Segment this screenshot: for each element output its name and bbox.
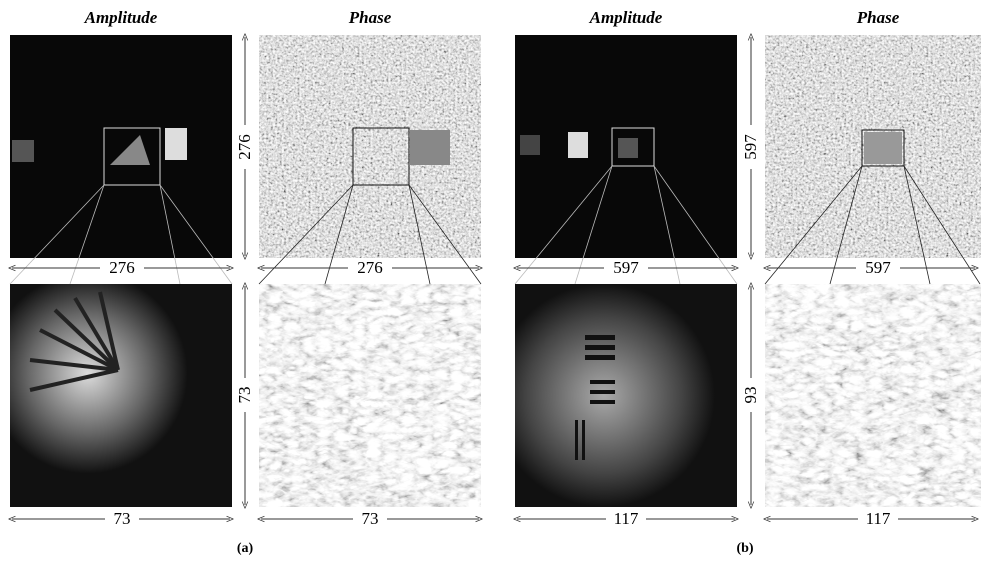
dimension-label: 73 bbox=[362, 509, 379, 528]
spot bbox=[618, 138, 638, 158]
dimension-label: 117 bbox=[614, 509, 639, 528]
dimension-label: 73 bbox=[114, 509, 131, 528]
spot bbox=[165, 128, 187, 160]
dimension-label: 276 bbox=[357, 258, 383, 277]
spot bbox=[12, 140, 34, 162]
panel-label: (b) bbox=[736, 541, 753, 556]
dimension-label: 93 bbox=[741, 387, 760, 404]
phase-block bbox=[410, 130, 450, 165]
phase-title: Phase bbox=[348, 8, 392, 27]
dimension-label: 597 bbox=[613, 258, 639, 277]
dimension-label: 276 bbox=[109, 258, 135, 277]
dimension-label: 117 bbox=[866, 509, 891, 528]
amplitude-title: Amplitude bbox=[589, 8, 663, 27]
spot bbox=[568, 132, 588, 158]
dimension-label: 597 bbox=[741, 134, 760, 160]
dimension-label: 276 bbox=[235, 134, 254, 160]
amplitude-image bbox=[10, 35, 232, 258]
dimension-label: 73 bbox=[235, 387, 254, 404]
spot bbox=[520, 135, 540, 155]
phase-zoom-image bbox=[259, 284, 481, 507]
amplitude-zoom-image bbox=[515, 284, 737, 507]
phase-title: Phase bbox=[856, 8, 900, 27]
figure: Amplitude Phase 276 276 276 73 73 73 (a)… bbox=[0, 0, 981, 561]
amplitude-title: Amplitude bbox=[84, 8, 158, 27]
phase-zoom-image bbox=[765, 284, 981, 507]
amplitude-zoom-image bbox=[10, 284, 232, 507]
dimension-label: 597 bbox=[865, 258, 891, 277]
phase-block bbox=[864, 132, 902, 164]
panel-label: (a) bbox=[237, 541, 254, 556]
